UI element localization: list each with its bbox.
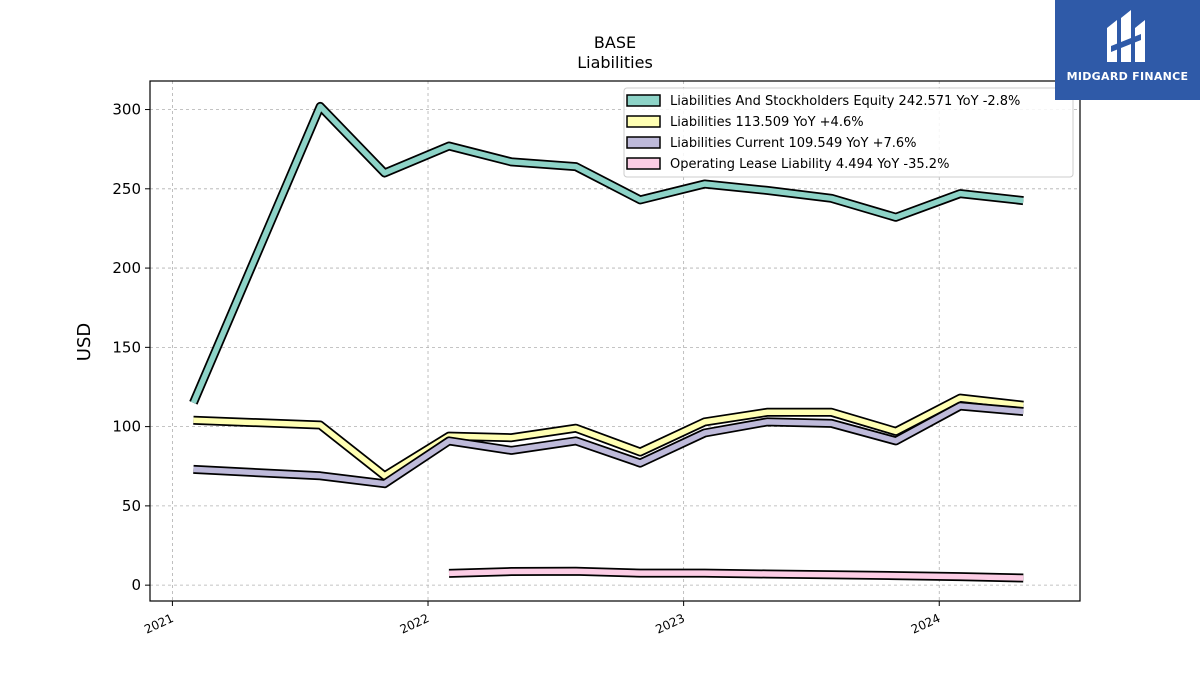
logo-mark-icon [1107,10,1145,62]
chart-subtitle: Liabilities [577,53,653,72]
x-tick-label: 2021 [142,611,176,637]
midgard-finance-logo: MIDGARD FINANCE [1055,0,1200,100]
legend-swatch [626,136,661,149]
y-axis-label: USD [74,323,95,361]
axis-ticks: 0 50 100 150 200 250 300 2021 2022 2023 2024 [112,101,942,637]
y-tick-label: 200 [112,259,141,277]
series-line-2 [193,401,1024,489]
series-stroke [193,395,1024,479]
x-tick-label: 2023 [653,611,687,637]
legend-label: Liabilities 113.509 YoY +4.6% [670,115,864,130]
legend-label: Liabilities And Stockholders Equity 242.… [670,94,1020,109]
y-tick-label: 250 [112,180,141,198]
y-tick-label: 300 [112,101,141,119]
series-line-3 [448,566,1024,583]
series-stroke [193,403,1024,487]
y-tick-label: 150 [112,338,141,356]
y-tick-label: 100 [112,418,141,436]
y-tick-label: 0 [131,576,141,594]
legend-swatch [626,157,661,170]
series-line-0 [189,101,1024,405]
plot-frame [149,80,1081,602]
series-line-1 [193,393,1024,481]
legend: Liabilities And Stockholders Equity 242.… [623,87,1074,178]
logo-text: MIDGARD FINANCE [1066,70,1189,83]
legend-swatch [626,115,661,128]
legend-label: Operating Lease Liability 4.494 YoY -35.… [670,157,949,172]
chart-title: BASE [594,33,636,52]
legend-swatch [626,94,661,107]
y-tick-label: 50 [122,497,141,515]
legend-box [623,87,1074,178]
series-stroke [448,568,1024,581]
series-lines [189,101,1024,583]
x-tick-label: 2022 [398,611,432,637]
x-tick-label: 2024 [909,611,943,637]
series-stroke [190,103,1024,404]
legend-label: Liabilities Current 109.549 YoY +7.6% [670,136,917,151]
